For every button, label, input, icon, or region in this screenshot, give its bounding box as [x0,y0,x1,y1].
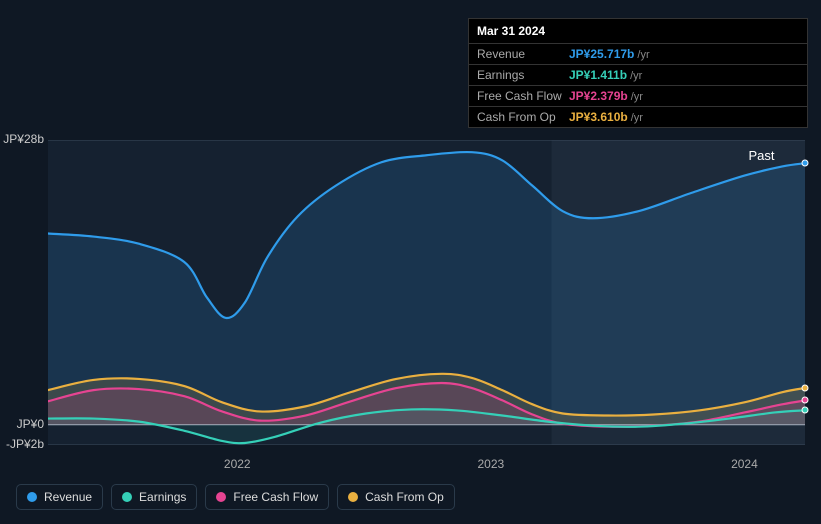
chart-svg [48,140,805,445]
tooltip-row-value: JP¥1.411b [569,68,627,82]
y-axis-label: JP¥28b [0,132,44,146]
legend-dot-icon [216,492,226,502]
tooltip-row: Free Cash FlowJP¥2.379b/yr [469,85,807,106]
tooltip-row-label: Free Cash Flow [477,89,569,103]
tooltip-row: EarningsJP¥1.411b/yr [469,64,807,85]
legend-dot-icon [122,492,132,502]
tooltip-row: RevenueJP¥25.717b/yr [469,43,807,64]
legend-label: Free Cash Flow [233,490,318,504]
tooltip-date: Mar 31 2024 [469,19,807,43]
legend-label: Revenue [44,490,92,504]
legend: Revenue Earnings Free Cash Flow Cash From O… [16,484,455,510]
legend-item-revenue[interactable]: Revenue [16,484,103,510]
legend-label: Cash From Op [365,490,444,504]
tooltip-row-unit: /yr [630,70,642,82]
tooltip-row-label: Revenue [477,47,569,61]
y-axis-label: -JP¥2b [0,437,44,451]
chart-area[interactable] [48,140,805,445]
x-axis-label: 2024 [731,457,758,471]
tooltip-row-value: JP¥3.610b [569,110,628,124]
series-marker [802,384,809,391]
past-label: Past [749,148,775,163]
tooltip-row-label: Earnings [477,68,569,82]
tooltip-row-value: JP¥25.717b [569,47,634,61]
tooltip-row-unit: /yr [637,49,649,61]
legend-item-free-cash-flow[interactable]: Free Cash Flow [205,484,329,510]
legend-dot-icon [348,492,358,502]
x-axis-label: 2022 [224,457,251,471]
tooltip-row-unit: /yr [631,91,643,103]
tooltip-row-unit: /yr [631,112,643,124]
series-marker [802,407,809,414]
legend-label: Earnings [139,490,186,504]
series-marker [802,160,809,167]
x-axis-label: 2023 [477,457,504,471]
legend-item-earnings[interactable]: Earnings [111,484,197,510]
tooltip-row: Cash From OpJP¥3.610b/yr [469,106,807,127]
chart-tooltip: Mar 31 2024 RevenueJP¥25.717b/yrEarnings… [468,18,808,128]
tooltip-row-label: Cash From Op [477,110,569,124]
y-axis-label: JP¥0 [0,417,44,431]
legend-dot-icon [27,492,37,502]
legend-item-cash-from-op[interactable]: Cash From Op [337,484,455,510]
tooltip-row-value: JP¥2.379b [569,89,628,103]
series-marker [802,397,809,404]
